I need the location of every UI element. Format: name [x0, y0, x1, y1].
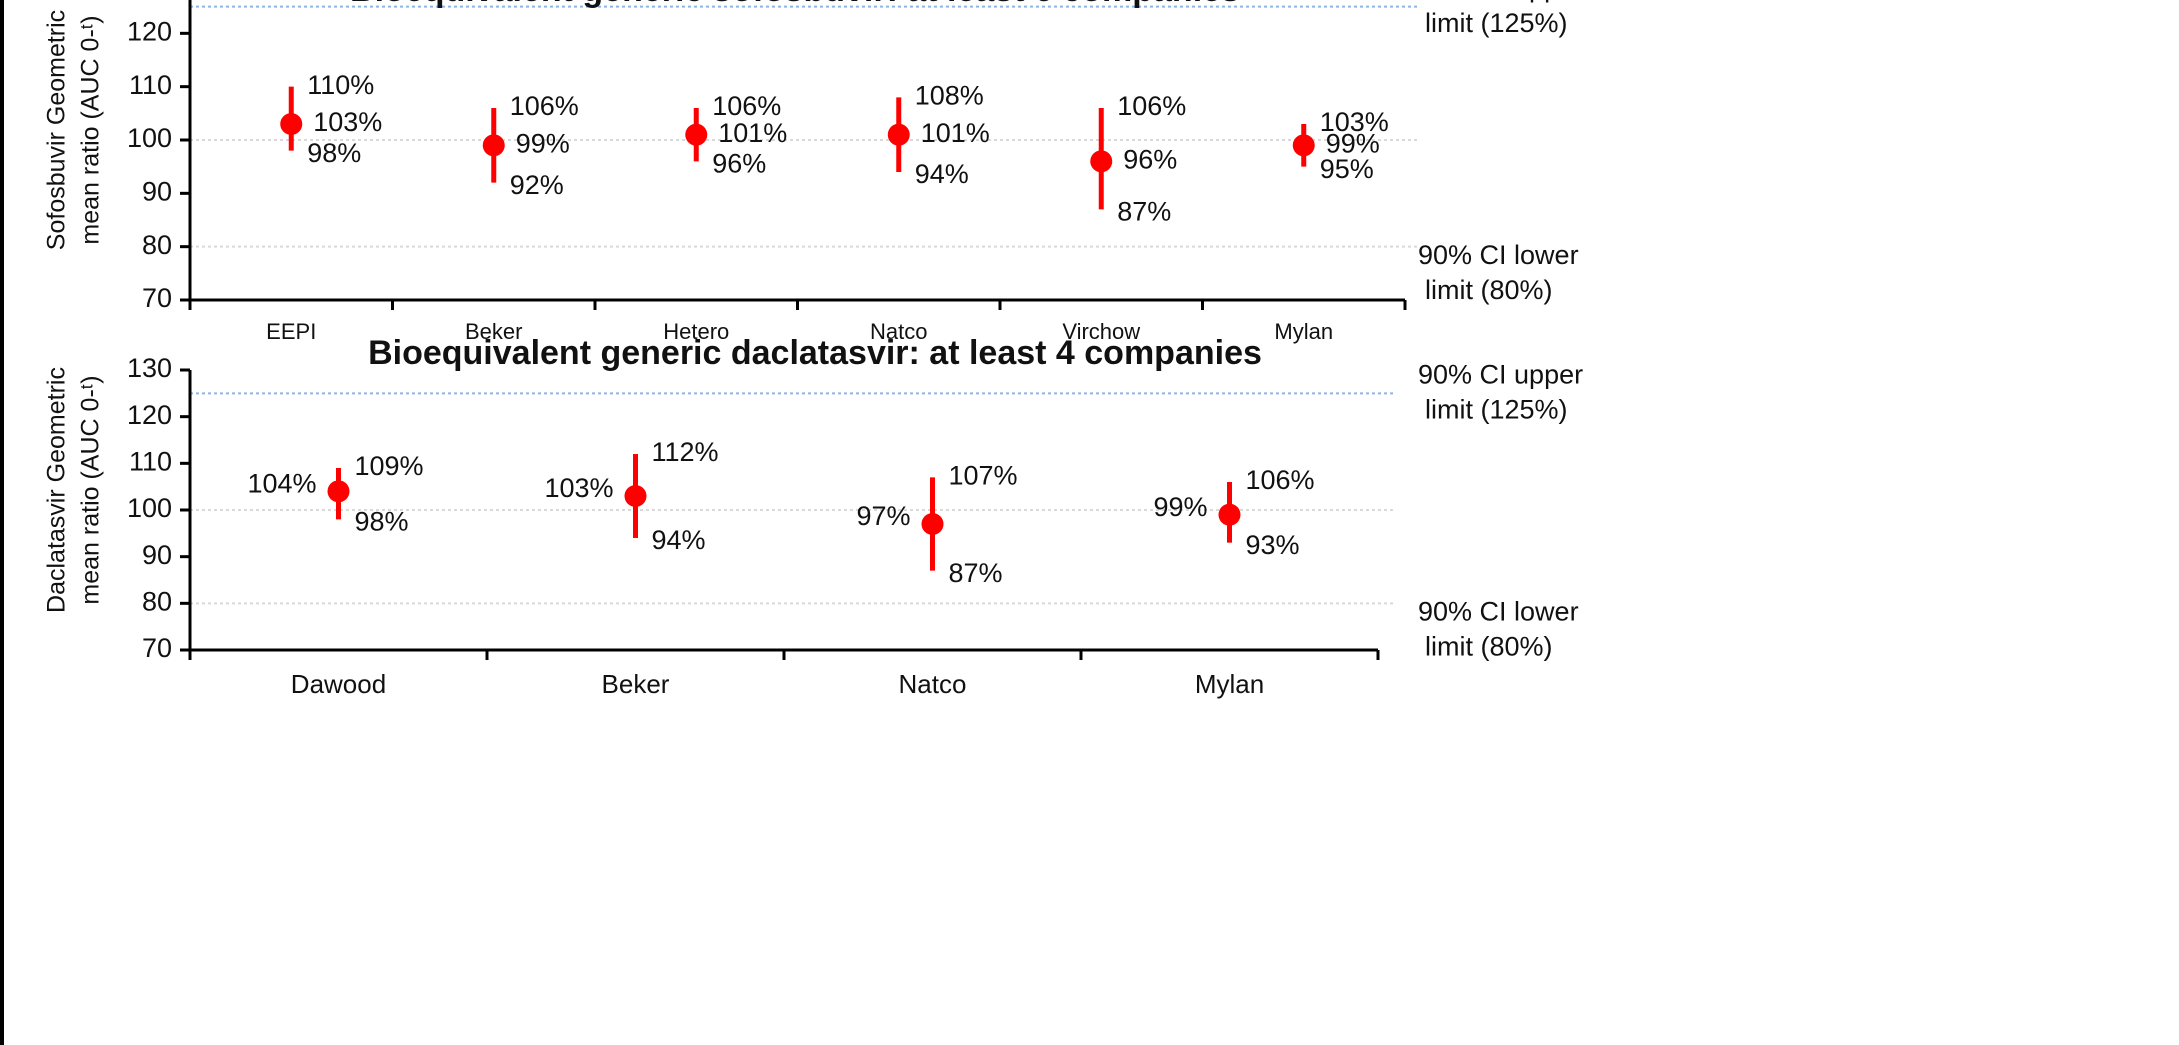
y-tick-label: 100 [127, 123, 172, 153]
reference-label: 90% CI upper [1418, 359, 1583, 389]
chart-title: Bioequivalent generic daclatasvir: at le… [368, 334, 1262, 372]
x-tick-label: Mylan [1274, 319, 1333, 344]
reference-label: 90% CI upper [1418, 0, 1583, 3]
point [1218, 503, 1241, 526]
point [887, 123, 910, 146]
high-label: 109% [355, 451, 424, 481]
value-label: 101% [921, 118, 990, 148]
y-tick-label: 100 [127, 493, 172, 523]
low-label: 98% [355, 506, 409, 536]
x-tick-label: Virchow [1062, 319, 1140, 344]
point [327, 480, 350, 503]
value-label: 99% [1326, 128, 1380, 158]
high-label: 106% [1246, 465, 1315, 495]
x-tick-label: Beker [465, 319, 522, 344]
low-label: 94% [652, 525, 706, 555]
point [1090, 150, 1113, 173]
high-label: 106% [1117, 91, 1186, 121]
reference-label: 90% CI lower [1418, 240, 1579, 270]
high-label: 106% [510, 91, 579, 121]
x-tick-label: Dawood [291, 669, 386, 699]
y-axis-label: mean ratio (AUC 0-ᵗ) [77, 375, 105, 604]
low-label: 92% [510, 170, 564, 200]
reference-label: limit (125%) [1425, 394, 1568, 424]
y-tick-label: 80 [142, 230, 172, 260]
value-label: 99% [516, 128, 570, 158]
y-tick-label: 70 [142, 283, 172, 313]
low-label: 96% [712, 148, 766, 178]
y-axis-label: Daclatasvir Geometric [43, 367, 71, 613]
point [1292, 134, 1315, 157]
point [482, 134, 505, 157]
y-tick-label: 70 [142, 633, 172, 663]
y-tick-label: 120 [127, 16, 172, 46]
value-label: 103% [313, 107, 382, 137]
low-label: 87% [949, 558, 1003, 588]
high-label: 107% [949, 460, 1018, 490]
y-axis-label: mean ratio (AUC 0-ᵗ) [77, 15, 105, 244]
low-label: 87% [1117, 196, 1171, 226]
value-label: 96% [1123, 144, 1177, 174]
high-label: 108% [915, 80, 984, 110]
x-tick-label: Beker [602, 669, 670, 699]
y-tick-label: 110 [129, 70, 172, 100]
low-label: 95% [1320, 154, 1374, 184]
low-label: 93% [1246, 530, 1300, 560]
value-label: 99% [1153, 492, 1207, 522]
value-label: 97% [856, 501, 910, 531]
chart-title: Bioequivalent generic sofosbuvir: at lea… [350, 0, 1240, 9]
x-tick-label: Mylan [1195, 669, 1264, 699]
x-tick-label: Hetero [663, 319, 729, 344]
point [685, 123, 708, 146]
point [624, 485, 647, 507]
y-tick-label: 130 [127, 353, 172, 383]
value-label: 104% [247, 468, 316, 498]
point [921, 513, 944, 535]
low-label: 94% [915, 159, 969, 189]
value-label: 103% [544, 473, 613, 503]
low-label: 98% [307, 138, 361, 168]
reference-label: 90% CI lower [1418, 596, 1579, 626]
y-tick-label: 90 [142, 176, 172, 206]
x-tick-label: Natco [870, 319, 927, 344]
y-tick-label: 120 [127, 400, 172, 430]
point [280, 113, 303, 135]
reference-label: limit (125%) [1425, 8, 1568, 38]
x-tick-label: EEPI [266, 319, 316, 344]
reference-label: limit (80%) [1425, 631, 1553, 661]
high-label: 106% [712, 91, 781, 121]
x-tick-label: Natco [899, 669, 967, 699]
high-label: 112% [652, 437, 719, 467]
y-tick-label: 110 [129, 446, 172, 476]
high-label: 110% [307, 70, 374, 100]
y-tick-label: 90 [142, 540, 172, 570]
y-axis-label: Sofosbuvir Geometric [43, 10, 71, 250]
y-tick-label: 80 [142, 586, 172, 616]
high-label: 103% [1320, 107, 1389, 137]
reference-label: limit (80%) [1425, 275, 1553, 305]
value-label: 101% [718, 118, 787, 148]
